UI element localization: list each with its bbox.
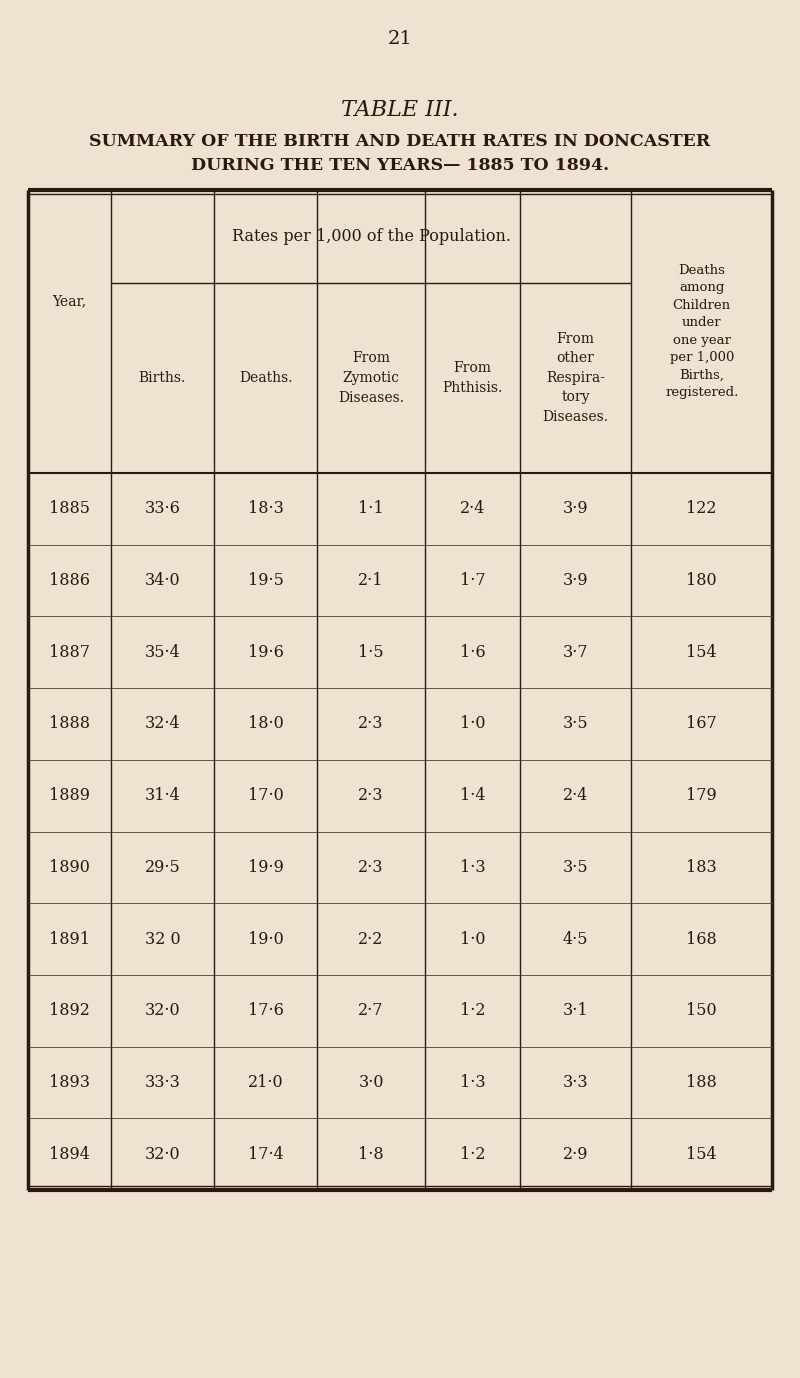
Text: 29·5: 29·5	[145, 858, 180, 876]
Text: 1·7: 1·7	[459, 572, 485, 588]
Text: 3·1: 3·1	[563, 1002, 589, 1020]
Text: 1·2: 1·2	[459, 1145, 485, 1163]
Text: 122: 122	[686, 500, 717, 517]
Text: 3·5: 3·5	[563, 715, 589, 733]
Text: 188: 188	[686, 1073, 717, 1091]
Text: Births.: Births.	[138, 371, 186, 384]
Text: 1·5: 1·5	[358, 644, 384, 660]
Text: 1·2: 1·2	[459, 1002, 485, 1020]
Text: 2·2: 2·2	[358, 930, 384, 948]
Text: 21: 21	[388, 30, 412, 48]
Text: 17·0: 17·0	[248, 787, 283, 805]
Text: SUMMARY OF THE BIRTH AND DEATH RATES IN DONCASTER: SUMMARY OF THE BIRTH AND DEATH RATES IN …	[90, 132, 710, 149]
Text: 3·9: 3·9	[563, 572, 589, 588]
Text: 2·9: 2·9	[563, 1145, 589, 1163]
Text: 1894: 1894	[49, 1145, 90, 1163]
Text: 19·6: 19·6	[248, 644, 284, 660]
Text: 1·0: 1·0	[459, 715, 485, 733]
Text: 4·5: 4·5	[563, 930, 589, 948]
Text: 3·0: 3·0	[358, 1073, 384, 1091]
Text: 179: 179	[686, 787, 717, 805]
Text: 3·7: 3·7	[563, 644, 589, 660]
Text: 18·3: 18·3	[248, 500, 284, 517]
Text: 32 0: 32 0	[145, 930, 180, 948]
Text: 18·0: 18·0	[248, 715, 283, 733]
Text: 21·0: 21·0	[248, 1073, 283, 1091]
Text: 1885: 1885	[49, 500, 90, 517]
Text: Deaths.: Deaths.	[239, 371, 293, 384]
Text: 35·4: 35·4	[145, 644, 180, 660]
Text: 2·4: 2·4	[460, 500, 485, 517]
Text: 19·9: 19·9	[248, 858, 284, 876]
Text: Year,: Year,	[52, 295, 86, 309]
Text: 1·8: 1·8	[358, 1145, 384, 1163]
Text: 183: 183	[686, 858, 717, 876]
Text: 3·3: 3·3	[563, 1073, 589, 1091]
Text: From
Phthisis.: From Phthisis.	[442, 361, 502, 394]
Text: DURING THE TEN YEARS— 1885 TO 1894.: DURING THE TEN YEARS— 1885 TO 1894.	[191, 157, 609, 174]
Text: TABLE III.: TABLE III.	[341, 99, 459, 121]
Text: 1·0: 1·0	[459, 930, 485, 948]
Text: 1893: 1893	[49, 1073, 90, 1091]
Text: 1887: 1887	[49, 644, 90, 660]
Text: 154: 154	[686, 644, 717, 660]
Text: 1890: 1890	[49, 858, 90, 876]
Text: 33·6: 33·6	[144, 500, 180, 517]
Text: 1·3: 1·3	[459, 1073, 485, 1091]
Text: 1·4: 1·4	[459, 787, 485, 805]
Text: 150: 150	[686, 1002, 717, 1020]
Text: 180: 180	[686, 572, 717, 588]
Text: 32·0: 32·0	[145, 1002, 180, 1020]
Text: 2·3: 2·3	[358, 715, 384, 733]
Text: 17·6: 17·6	[248, 1002, 284, 1020]
Text: From
Zymotic
Diseases.: From Zymotic Diseases.	[338, 351, 404, 405]
Text: Rates per 1,000 of the Population.: Rates per 1,000 of the Population.	[231, 227, 510, 245]
Text: 1·6: 1·6	[459, 644, 485, 660]
Text: 1888: 1888	[49, 715, 90, 733]
Text: 167: 167	[686, 715, 717, 733]
Text: 31·4: 31·4	[145, 787, 180, 805]
Text: 2·7: 2·7	[358, 1002, 384, 1020]
Text: 1891: 1891	[49, 930, 90, 948]
Text: From
other
Respira-
tory
Diseases.: From other Respira- tory Diseases.	[542, 332, 609, 424]
Text: 3·5: 3·5	[563, 858, 589, 876]
Text: 32·4: 32·4	[145, 715, 180, 733]
Text: 154: 154	[686, 1145, 717, 1163]
Text: 2·4: 2·4	[563, 787, 588, 805]
Text: 2·3: 2·3	[358, 787, 384, 805]
Text: 32·0: 32·0	[145, 1145, 180, 1163]
Text: 17·4: 17·4	[248, 1145, 283, 1163]
Text: Deaths
among
Children
under
one year
per 1,000
Births,
registered.: Deaths among Children under one year per…	[665, 263, 738, 400]
Text: 168: 168	[686, 930, 717, 948]
Text: 1886: 1886	[49, 572, 90, 588]
Text: 1892: 1892	[49, 1002, 90, 1020]
Text: 19·5: 19·5	[248, 572, 284, 588]
Text: 2·3: 2·3	[358, 858, 384, 876]
Text: 19·0: 19·0	[248, 930, 283, 948]
Text: 1·3: 1·3	[459, 858, 485, 876]
Text: 1889: 1889	[49, 787, 90, 805]
Text: 2·1: 2·1	[358, 572, 384, 588]
Text: 1·1: 1·1	[358, 500, 384, 517]
Text: 34·0: 34·0	[145, 572, 180, 588]
Text: 33·3: 33·3	[144, 1073, 180, 1091]
Text: 3·9: 3·9	[563, 500, 589, 517]
